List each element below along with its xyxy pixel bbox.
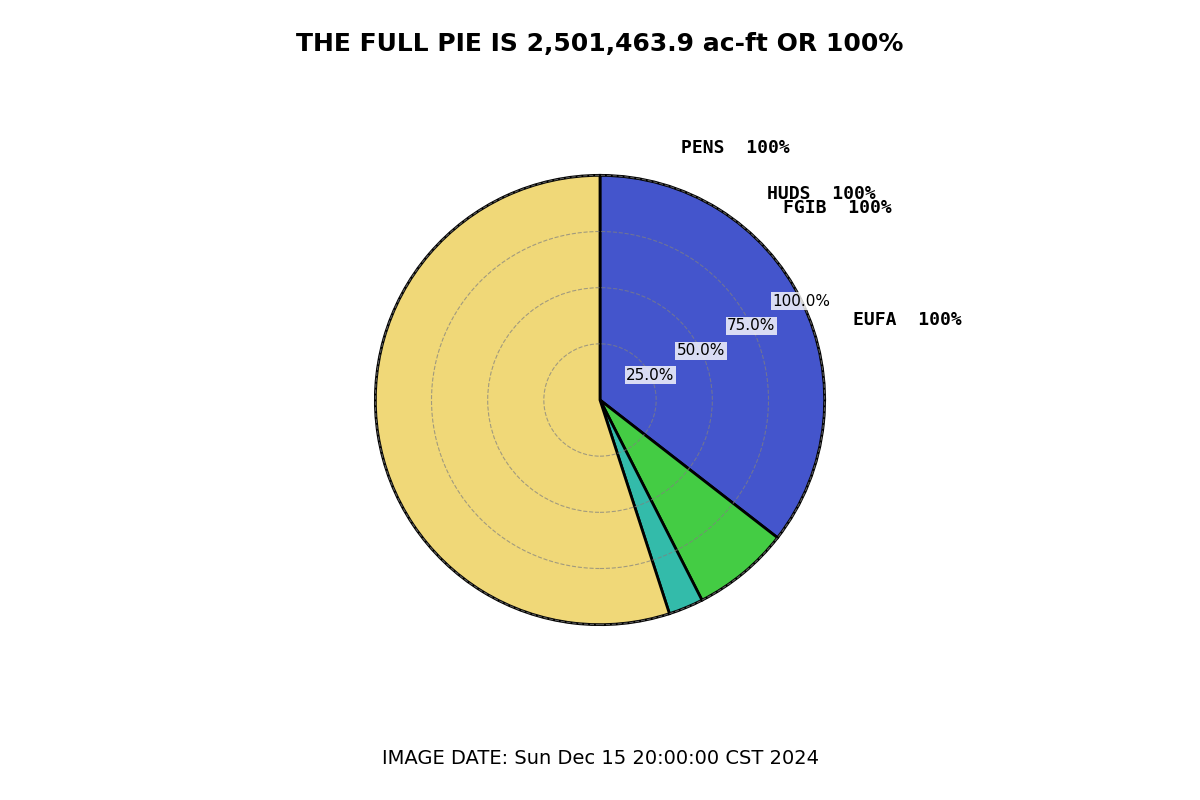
Text: PENS  100%: PENS 100% — [680, 138, 790, 157]
Text: 100.0%: 100.0% — [773, 294, 830, 309]
Text: FGIB  100%: FGIB 100% — [784, 199, 892, 218]
Text: THE FULL PIE IS 2,501,463.9 ac-ft OR 100%: THE FULL PIE IS 2,501,463.9 ac-ft OR 100… — [296, 32, 904, 56]
Text: EUFA  100%: EUFA 100% — [853, 311, 961, 330]
Text: IMAGE DATE: Sun Dec 15 20:00:00 CST 2024: IMAGE DATE: Sun Dec 15 20:00:00 CST 2024 — [382, 749, 818, 768]
Wedge shape — [600, 400, 702, 614]
Wedge shape — [600, 400, 778, 600]
Wedge shape — [376, 175, 670, 625]
Text: 25.0%: 25.0% — [626, 368, 674, 382]
Text: HUDS  100%: HUDS 100% — [767, 185, 876, 203]
Text: 50.0%: 50.0% — [677, 343, 725, 358]
Text: 75.0%: 75.0% — [727, 318, 775, 334]
Wedge shape — [600, 175, 824, 538]
